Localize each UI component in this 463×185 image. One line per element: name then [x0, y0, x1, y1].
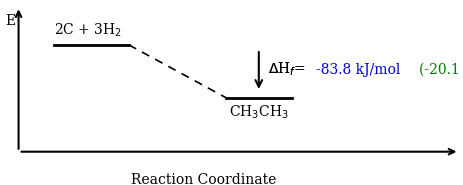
Text: CH$_3$CH$_3$: CH$_3$CH$_3$ [228, 103, 288, 121]
Text: -83.8 kJ/mol: -83.8 kJ/mol [315, 63, 399, 77]
Text: $\Delta$H$_f$=: $\Delta$H$_f$= [267, 61, 306, 78]
Text: (-20.1 kcal/mol): (-20.1 kcal/mol) [418, 63, 463, 77]
Text: E: E [6, 14, 15, 28]
Text: Reaction Coordinate: Reaction Coordinate [131, 173, 276, 185]
Text: $\Delta$H$_f$=: $\Delta$H$_f$= [267, 61, 306, 78]
Text: 2C + 3H$_2$: 2C + 3H$_2$ [54, 22, 121, 39]
